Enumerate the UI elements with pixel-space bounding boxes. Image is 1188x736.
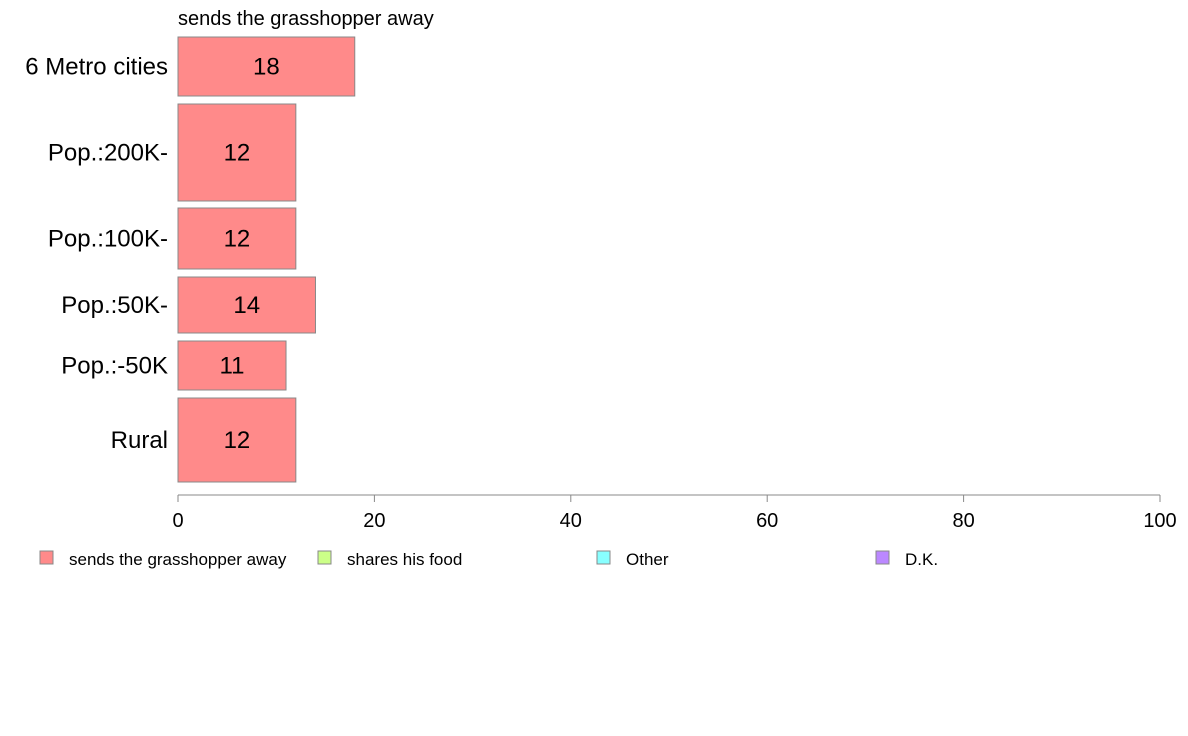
- category-label: 6 Metro cities: [25, 54, 168, 81]
- legend-label: sends the grasshopper away: [69, 550, 287, 569]
- bar-5: [177, 397, 297, 483]
- x-tick-label: 20: [363, 510, 385, 532]
- bar-2: [177, 207, 297, 270]
- x-tick-label: 100: [1143, 510, 1176, 532]
- x-axis: 0 20 40 60 80 100: [172, 494, 1177, 532]
- category-label: Rural: [111, 427, 168, 454]
- x-tick-label: 40: [560, 510, 582, 532]
- category-label: Pop.:-50K: [61, 353, 168, 380]
- value-label: 14: [233, 292, 260, 319]
- legend-swatch: [596, 550, 611, 565]
- bars: 6 Metro cities 18 Pop.:200K- 12 Pop.:100K- 12…: [25, 36, 356, 483]
- legend-swatch: [317, 550, 332, 565]
- legend-swatch: [875, 550, 890, 565]
- bar-1: [177, 103, 297, 202]
- value-label: 12: [224, 140, 251, 167]
- x-tick-label: 0: [172, 510, 183, 532]
- x-tick-label: 60: [756, 510, 778, 532]
- category-label: Pop.:100K-: [48, 226, 168, 253]
- value-label: 12: [224, 427, 251, 454]
- legend-label: shares his food: [347, 550, 462, 569]
- value-label: 11: [220, 353, 245, 380]
- x-tick-label: 80: [952, 510, 974, 532]
- chart-title: sends the grasshopper away: [178, 8, 434, 30]
- legend-swatch: [39, 550, 54, 565]
- bar-3: [177, 276, 316, 334]
- legend-label: Other: [626, 550, 669, 569]
- value-label: 12: [224, 226, 251, 253]
- legend-label: D.K.: [905, 550, 938, 569]
- category-label: Pop.:50K-: [61, 292, 168, 319]
- category-label: Pop.:200K-: [48, 140, 168, 167]
- legend: sends the grasshopper away shares his foo…: [39, 550, 938, 569]
- bar-4: [177, 340, 287, 391]
- value-label: 18: [253, 54, 280, 81]
- bar-0: [177, 36, 356, 97]
